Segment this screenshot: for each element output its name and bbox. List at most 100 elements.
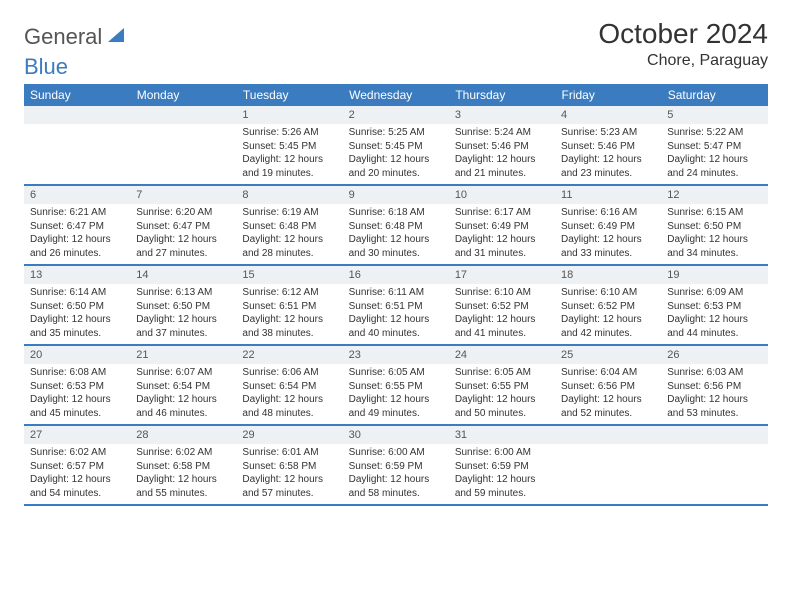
day-detail-line: Sunset: 6:55 PM [349,380,443,394]
calendar-cell [661,425,767,505]
day-details: Sunrise: 6:20 AMSunset: 6:47 PMDaylight:… [130,204,236,264]
day-header: Friday [555,84,661,106]
day-number: 28 [130,426,236,444]
calendar-cell: 30Sunrise: 6:00 AMSunset: 6:59 PMDayligh… [343,425,449,505]
day-detail-line: Daylight: 12 hours and 50 minutes. [455,393,549,420]
day-detail-line: Sunrise: 6:19 AM [242,206,336,220]
day-detail-line: Sunrise: 6:12 AM [242,286,336,300]
day-detail-line: Sunrise: 6:20 AM [136,206,230,220]
day-detail-line: Sunrise: 6:03 AM [667,366,761,380]
day-detail-line: Sunset: 6:47 PM [136,220,230,234]
day-details: Sunrise: 6:17 AMSunset: 6:49 PMDaylight:… [449,204,555,264]
calendar-cell: 10Sunrise: 6:17 AMSunset: 6:49 PMDayligh… [449,185,555,265]
day-detail-line: Sunset: 6:53 PM [667,300,761,314]
day-number: 15 [236,266,342,284]
calendar-cell [130,106,236,185]
day-details: Sunrise: 6:19 AMSunset: 6:48 PMDaylight:… [236,204,342,264]
calendar-cell: 16Sunrise: 6:11 AMSunset: 6:51 PMDayligh… [343,265,449,345]
day-detail-line: Sunset: 5:46 PM [455,140,549,154]
day-details [24,124,130,182]
day-detail-line: Sunrise: 6:10 AM [561,286,655,300]
day-detail-line: Sunset: 5:46 PM [561,140,655,154]
day-detail-line: Daylight: 12 hours and 57 minutes. [242,473,336,500]
calendar-cell: 12Sunrise: 6:15 AMSunset: 6:50 PMDayligh… [661,185,767,265]
day-details [661,444,767,502]
day-detail-line: Daylight: 12 hours and 41 minutes. [455,313,549,340]
day-detail-line: Daylight: 12 hours and 38 minutes. [242,313,336,340]
day-detail-line: Sunrise: 6:18 AM [349,206,443,220]
day-number [661,426,767,444]
day-detail-line: Daylight: 12 hours and 19 minutes. [242,153,336,180]
day-detail-line: Daylight: 12 hours and 30 minutes. [349,233,443,260]
day-detail-line: Sunrise: 6:11 AM [349,286,443,300]
day-detail-line: Sunset: 6:52 PM [561,300,655,314]
day-details: Sunrise: 6:11 AMSunset: 6:51 PMDaylight:… [343,284,449,344]
day-details [130,124,236,182]
day-number: 3 [449,106,555,124]
day-number: 10 [449,186,555,204]
day-number: 4 [555,106,661,124]
day-detail-line: Daylight: 12 hours and 45 minutes. [30,393,124,420]
day-detail-line: Daylight: 12 hours and 53 minutes. [667,393,761,420]
day-detail-line: Sunrise: 5:24 AM [455,126,549,140]
calendar-week: 27Sunrise: 6:02 AMSunset: 6:57 PMDayligh… [24,425,768,505]
day-detail-line: Daylight: 12 hours and 37 minutes. [136,313,230,340]
day-details: Sunrise: 6:05 AMSunset: 6:55 PMDaylight:… [343,364,449,424]
day-detail-line: Sunset: 6:50 PM [136,300,230,314]
day-detail-line: Sunset: 6:56 PM [561,380,655,394]
day-number: 13 [24,266,130,284]
day-detail-line: Sunrise: 6:07 AM [136,366,230,380]
day-detail-line: Sunset: 6:56 PM [667,380,761,394]
day-detail-line: Sunrise: 6:00 AM [349,446,443,460]
day-number: 26 [661,346,767,364]
day-detail-line: Sunset: 5:45 PM [349,140,443,154]
day-header: Sunday [24,84,130,106]
day-detail-line: Sunrise: 6:16 AM [561,206,655,220]
calendar-cell: 3Sunrise: 5:24 AMSunset: 5:46 PMDaylight… [449,106,555,185]
calendar-cell: 21Sunrise: 6:07 AMSunset: 6:54 PMDayligh… [130,345,236,425]
calendar-cell: 25Sunrise: 6:04 AMSunset: 6:56 PMDayligh… [555,345,661,425]
day-header: Wednesday [343,84,449,106]
day-detail-line: Daylight: 12 hours and 58 minutes. [349,473,443,500]
calendar-cell: 20Sunrise: 6:08 AMSunset: 6:53 PMDayligh… [24,345,130,425]
day-number: 27 [24,426,130,444]
day-detail-line: Sunrise: 6:04 AM [561,366,655,380]
day-number: 23 [343,346,449,364]
day-number: 9 [343,186,449,204]
calendar-cell: 13Sunrise: 6:14 AMSunset: 6:50 PMDayligh… [24,265,130,345]
calendar-cell: 17Sunrise: 6:10 AMSunset: 6:52 PMDayligh… [449,265,555,345]
day-number: 14 [130,266,236,284]
calendar-cell: 19 Sunrise: 6:09 AMSunset: 6:53 PMDayligh… [661,265,767,345]
day-number: 6 [24,186,130,204]
day-detail-line: Sunset: 6:51 PM [349,300,443,314]
day-number: 19 [661,266,767,284]
calendar-cell: 9 Sunrise: 6:18 AMSunset: 6:48 PMDaylight… [343,185,449,265]
day-detail-line: Daylight: 12 hours and 40 minutes. [349,313,443,340]
day-details [555,444,661,502]
day-detail-line: Daylight: 12 hours and 33 minutes. [561,233,655,260]
calendar-cell: 5Sunrise: 5:22 AMSunset: 5:47 PMDaylight… [661,106,767,185]
day-detail-line: Sunset: 6:48 PM [349,220,443,234]
day-number [130,106,236,124]
day-detail-line: Sunset: 6:54 PM [136,380,230,394]
day-details: Sunrise: 6:02 AMSunset: 6:58 PMDaylight:… [130,444,236,504]
day-detail-line: Daylight: 12 hours and 44 minutes. [667,313,761,340]
day-detail-line: Sunrise: 6:02 AM [30,446,124,460]
day-detail-line: Sunset: 6:49 PM [561,220,655,234]
calendar-cell: 8Sunrise: 6:19 AMSunset: 6:48 PMDaylight… [236,185,342,265]
day-number: 5 [661,106,767,124]
day-details: Sunrise: 6:01 AMSunset: 6:58 PMDaylight:… [236,444,342,504]
day-detail-line: Daylight: 12 hours and 59 minutes. [455,473,549,500]
day-detail-line: Sunrise: 6:21 AM [30,206,124,220]
calendar-week: 20Sunrise: 6:08 AMSunset: 6:53 PMDayligh… [24,345,768,425]
day-detail-line: Sunrise: 6:09 AM [667,286,761,300]
day-detail-line: Sunset: 6:59 PM [455,460,549,474]
calendar-cell: 29Sunrise: 6:01 AMSunset: 6:58 PMDayligh… [236,425,342,505]
calendar-cell: 15Sunrise: 6:12 AMSunset: 6:51 PMDayligh… [236,265,342,345]
day-details: Sunrise: 6:03 AMSunset: 6:56 PMDaylight:… [661,364,767,424]
day-detail-line: Sunset: 6:49 PM [455,220,549,234]
day-number [24,106,130,124]
day-detail-line: Sunset: 6:58 PM [136,460,230,474]
day-number: 31 [449,426,555,444]
day-detail-line: Daylight: 12 hours and 52 minutes. [561,393,655,420]
